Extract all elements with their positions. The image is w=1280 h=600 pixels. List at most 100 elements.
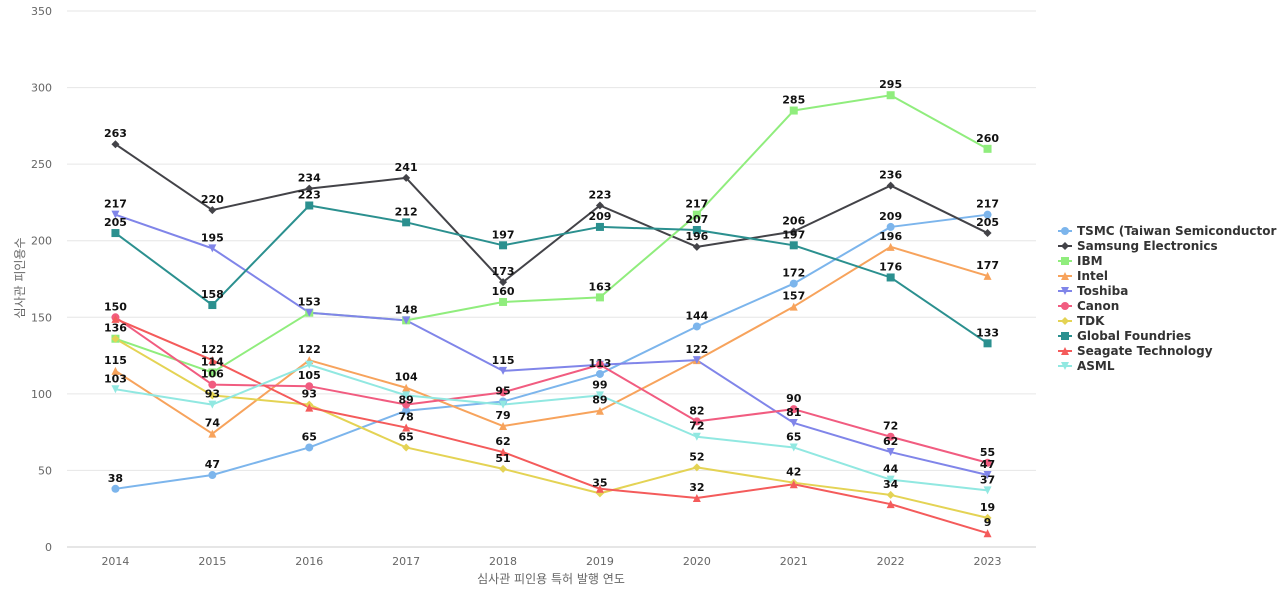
data-label: 104 xyxy=(395,371,418,384)
data-label: 197 xyxy=(782,228,805,241)
data-point-intel xyxy=(789,302,798,311)
legend-item-ibm[interactable]: IBM xyxy=(1058,254,1103,268)
data-label: 65 xyxy=(302,430,317,443)
data-label: 62 xyxy=(883,435,898,448)
data-label: 133 xyxy=(976,326,999,339)
data-label: 113 xyxy=(588,357,611,370)
data-point-samsung-electronics xyxy=(111,140,120,149)
data-label: 38 xyxy=(108,472,123,485)
data-point-intel xyxy=(499,422,508,431)
series-line-samsung-electronics xyxy=(114,143,988,284)
legend-item-intel[interactable]: Intel xyxy=(1058,269,1108,283)
data-point-tdk xyxy=(402,443,411,452)
data-point-tdk xyxy=(111,334,120,343)
data-point-ibm xyxy=(595,293,604,302)
data-point-asml xyxy=(305,360,314,369)
data-point-global-foundries xyxy=(208,301,217,310)
y-tick-label: 50 xyxy=(38,464,52,477)
y-tick-label: 200 xyxy=(31,235,52,248)
legend-item-canon[interactable]: Canon xyxy=(1058,299,1119,313)
legend-marker-icon xyxy=(1061,242,1069,250)
data-point-samsung-electronics xyxy=(886,181,895,190)
data-point-canon xyxy=(305,382,314,391)
data-label: 62 xyxy=(495,435,510,448)
data-label: 89 xyxy=(398,394,413,407)
data-label: 196 xyxy=(879,230,902,243)
data-point-tdk xyxy=(983,513,992,522)
data-point-intel xyxy=(111,366,120,375)
data-point-global-foundries xyxy=(305,201,314,210)
x-tick-label: 2019 xyxy=(586,555,614,568)
legend-item-samsung-electronics[interactable]: Samsung Electronics xyxy=(1058,239,1218,253)
data-point-asml xyxy=(208,400,217,409)
data-point-toshiba xyxy=(208,244,217,253)
data-point-seagate-technology xyxy=(789,480,798,489)
series-line-tdk xyxy=(114,337,988,519)
data-label: 106 xyxy=(201,368,224,381)
legend-item-global-foundries[interactable]: Global Foundries xyxy=(1058,329,1191,343)
data-label: 177 xyxy=(976,259,999,272)
data-point-global-foundries xyxy=(499,241,508,250)
data-point-tdk xyxy=(208,391,217,400)
data-label: 197 xyxy=(492,228,515,241)
data-point-tsmc-taiwan-semiconductor xyxy=(305,443,314,452)
series-lines xyxy=(114,94,989,535)
data-point-samsung-electronics xyxy=(499,278,508,287)
data-label: 19 xyxy=(980,501,995,514)
legend-label: ASML xyxy=(1077,359,1115,373)
x-axis-ticks: 2014 2015 2016 2017 2018 2019 2020 2021 2022 2023 xyxy=(101,555,1001,568)
data-point-canon xyxy=(789,405,798,414)
legend-item-asml[interactable]: ASML xyxy=(1058,359,1115,373)
data-label: 157 xyxy=(782,290,805,303)
data-point-toshiba xyxy=(305,308,314,317)
data-point-canon xyxy=(983,458,992,467)
legend-item-tsmc-taiwan-semiconductor[interactable]: TSMC (Taiwan Semiconductor ... xyxy=(1058,224,1280,238)
data-label: 65 xyxy=(398,430,413,443)
data-point-intel xyxy=(983,271,992,280)
data-label: 136 xyxy=(104,322,127,335)
data-point-canon xyxy=(499,388,508,397)
data-label: 144 xyxy=(685,309,708,322)
data-label: 122 xyxy=(298,343,321,356)
data-point-seagate-technology xyxy=(208,356,217,365)
legend-label: Global Foundries xyxy=(1077,329,1191,343)
data-point-samsung-electronics xyxy=(692,242,701,251)
data-label: 160 xyxy=(492,285,515,298)
data-label: 285 xyxy=(782,94,805,107)
data-point-toshiba xyxy=(886,448,895,457)
data-label: 44 xyxy=(883,463,899,476)
x-tick-label: 2022 xyxy=(877,555,905,568)
series-line-toshiba xyxy=(115,213,988,476)
legend-item-toshiba[interactable]: Toshiba xyxy=(1058,284,1128,298)
data-point-ibm xyxy=(208,368,217,377)
y-tick-label: 150 xyxy=(31,311,52,324)
legend-label: Toshiba xyxy=(1077,284,1128,298)
data-point-samsung-electronics xyxy=(983,229,992,238)
data-point-global-foundries xyxy=(983,339,992,348)
data-point-tsmc-taiwan-semiconductor xyxy=(402,406,411,415)
data-label: 93 xyxy=(205,388,220,401)
y-tick-label: 300 xyxy=(31,82,52,95)
data-label: 206 xyxy=(782,215,805,228)
data-point-tsmc-taiwan-semiconductor xyxy=(111,484,120,493)
data-point-canon xyxy=(886,432,895,441)
data-point-asml xyxy=(692,432,701,441)
data-label: 81 xyxy=(786,406,801,419)
data-label: 148 xyxy=(395,303,418,316)
data-point-canon xyxy=(402,400,411,409)
legend-item-tdk[interactable]: TDK xyxy=(1058,314,1105,328)
legend-label: Seagate Technology xyxy=(1077,344,1213,358)
data-point-asml xyxy=(402,391,411,400)
y-tick-label: 100 xyxy=(31,388,52,401)
data-point-seagate-technology xyxy=(402,423,411,432)
data-point-ibm xyxy=(789,106,798,115)
x-tick-label: 2020 xyxy=(683,555,711,568)
data-label: 65 xyxy=(786,430,801,443)
data-point-tsmc-taiwan-semiconductor xyxy=(208,471,217,480)
data-point-seagate-technology xyxy=(305,403,314,412)
legend-item-seagate-technology[interactable]: Seagate Technology xyxy=(1058,344,1213,358)
data-label: 37 xyxy=(980,473,995,486)
y-axis-ticks: 0 50 100 150 200 250 300 350 xyxy=(31,5,52,554)
data-label: 115 xyxy=(492,354,515,367)
data-point-samsung-electronics xyxy=(789,227,798,236)
